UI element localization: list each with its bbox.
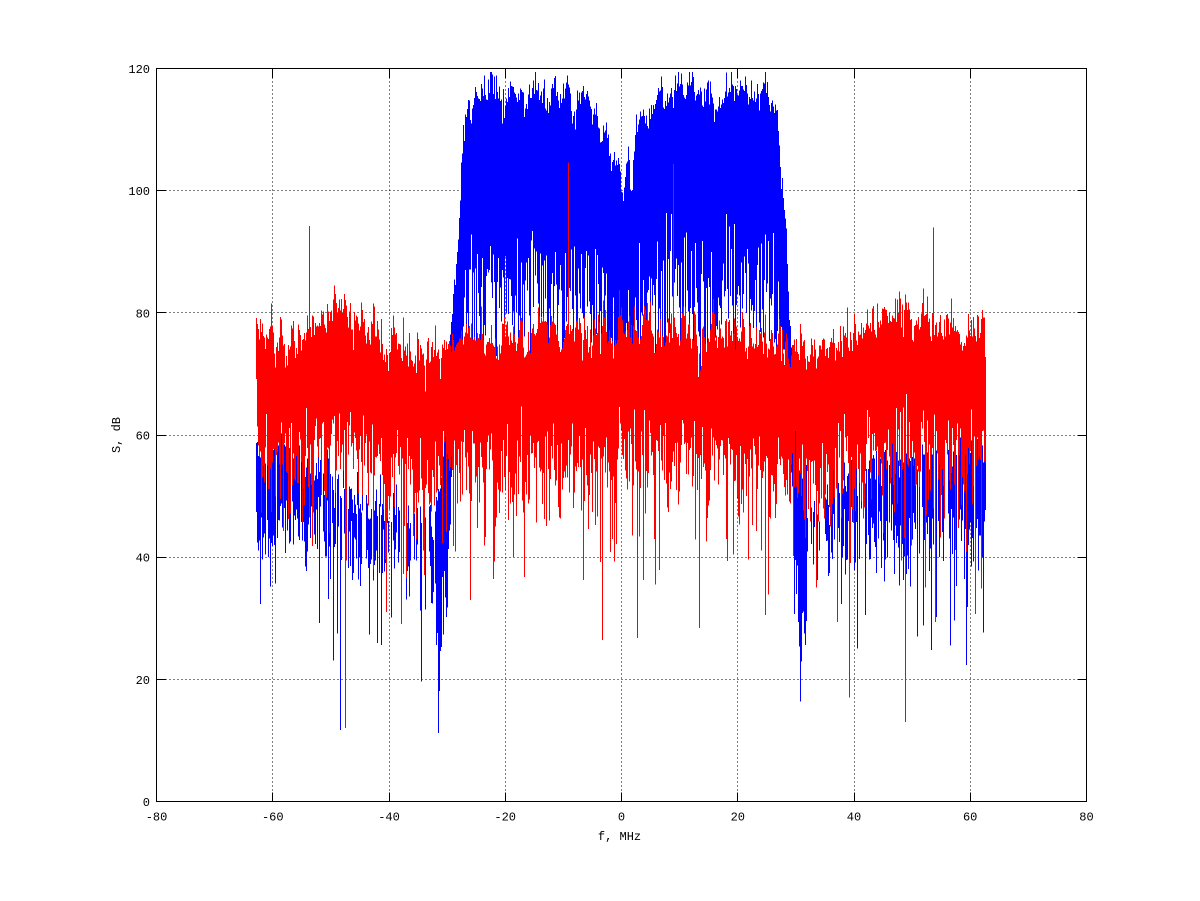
- svg-text:S, dB: S, dB: [110, 417, 124, 453]
- svg-text:40: 40: [847, 811, 861, 825]
- svg-text:40: 40: [136, 552, 150, 566]
- svg-text:f, MHz: f, MHz: [598, 830, 641, 844]
- svg-text:60: 60: [136, 430, 150, 444]
- svg-text:20: 20: [136, 674, 150, 688]
- svg-text:-80: -80: [146, 811, 168, 825]
- svg-text:120: 120: [128, 63, 150, 77]
- svg-text:20: 20: [731, 811, 745, 825]
- svg-text:0: 0: [618, 811, 625, 825]
- svg-text:60: 60: [963, 811, 977, 825]
- svg-text:80: 80: [136, 307, 150, 321]
- svg-text:-40: -40: [378, 811, 400, 825]
- svg-text:100: 100: [128, 185, 150, 199]
- svg-text:-60: -60: [262, 811, 284, 825]
- svg-text:0: 0: [143, 796, 150, 810]
- svg-text:80: 80: [1079, 811, 1093, 825]
- svg-text:-20: -20: [494, 811, 516, 825]
